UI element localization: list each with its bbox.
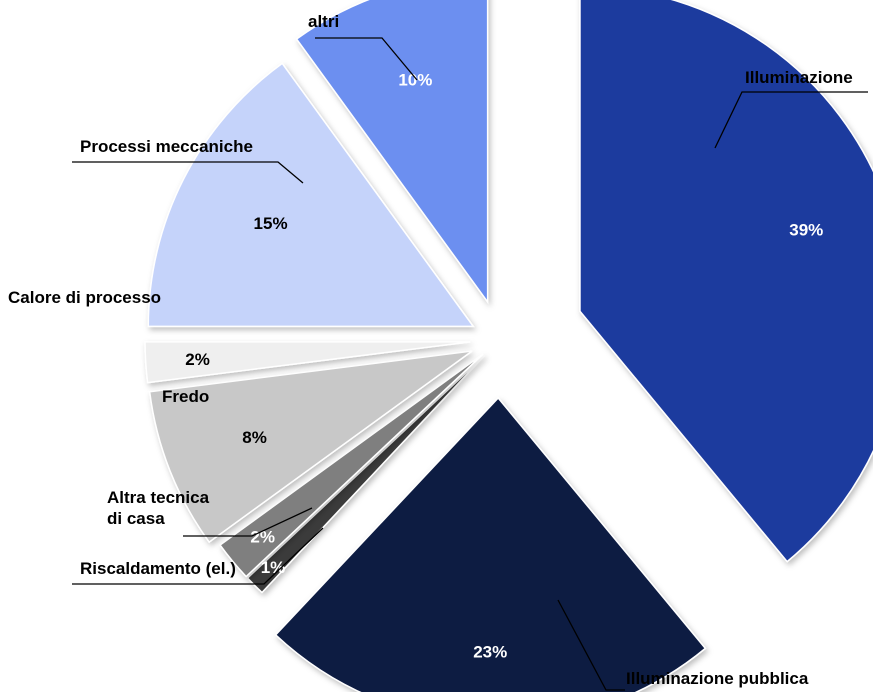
label-riscaldamento: Riscaldamento (el.): [80, 559, 236, 578]
pie-slice-altri: [295, 0, 489, 305]
label-fredo: Fredo: [162, 387, 209, 406]
pie-slice-illuminazione: [579, 0, 873, 563]
pct-label: 39%: [789, 221, 823, 240]
pie-slice-riscaldamento-el: [246, 355, 485, 594]
leader-illuminazione: [714, 91, 868, 149]
pct-label: 23%: [473, 642, 507, 661]
pct-label: 10%: [398, 70, 432, 89]
pct-label: 2%: [250, 527, 275, 546]
label-altra-tecnica-line: di casa: [107, 509, 165, 528]
pie-slice-illuminazione-pubblica: [274, 396, 707, 692]
pie-slice-calore-di-processo: [144, 341, 471, 384]
label-altra-tecnica: Altra tecnica di casa: [107, 488, 214, 528]
label-illuminazione: Illuminazione: [745, 68, 853, 87]
label-altra-tecnica-line: Altra tecnica: [107, 488, 210, 507]
label-processi-meccaniche: Processi meccaniche: [80, 137, 253, 156]
pct-label: 8%: [242, 428, 267, 447]
leader-processi-meccaniche: [72, 161, 304, 184]
label-calore-di-processo: Calore di processo: [8, 288, 161, 307]
label-altri: altri: [308, 12, 339, 31]
pct-label: 15%: [254, 214, 288, 233]
leader-riscaldamento: [72, 527, 324, 585]
pie-slice-processi-meccaniche: [147, 62, 475, 328]
pct-label: 2%: [185, 350, 210, 369]
pct-label: 1%: [261, 558, 286, 577]
leader-altri: [315, 37, 418, 81]
leader-altra-tecnica: [183, 507, 313, 537]
leader-illuminazione-pubblica: [557, 599, 625, 691]
label-illuminazione-pubblica: Illuminazione pubblica: [626, 669, 809, 688]
